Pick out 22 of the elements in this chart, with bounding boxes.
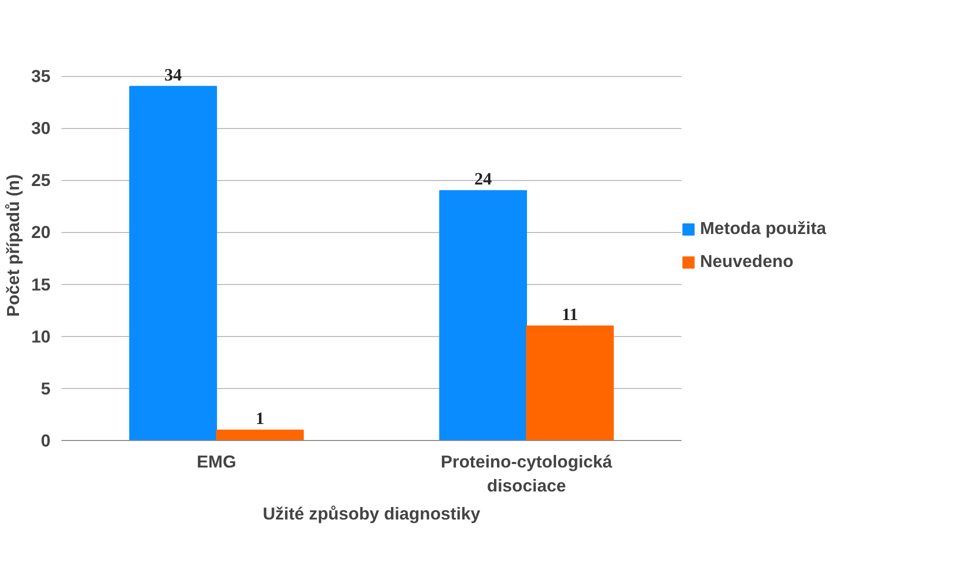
bar	[129, 86, 217, 440]
y-tick-label: 5	[40, 378, 51, 398]
data-label: 11	[562, 304, 578, 324]
y-tick-label: 25	[31, 170, 51, 190]
legend-label: Metoda použita	[700, 218, 826, 239]
y-tick-label: 20	[31, 222, 51, 242]
data-label: 34	[164, 65, 182, 84]
x-tick-label: EMG	[196, 452, 236, 472]
y-tick-label: 30	[31, 118, 51, 138]
data-label: 24	[474, 170, 492, 189]
x-tick-label: Proteino-cytologická disociace	[440, 452, 613, 496]
data-label: 1	[256, 409, 264, 428]
legend-label: Neuvedeno	[700, 251, 794, 272]
y-axis-title: Počet případů (n)	[3, 174, 24, 317]
bar	[216, 430, 304, 440]
y-tick-label: 0	[40, 430, 51, 450]
y-tick-label: 35	[31, 66, 51, 86]
y-tick-label: 15	[31, 274, 51, 294]
x-axis-title: Užité způsoby diagnostiky	[262, 504, 481, 524]
bar	[526, 325, 614, 440]
bar	[439, 190, 527, 440]
y-tick-label: 10	[31, 326, 51, 346]
